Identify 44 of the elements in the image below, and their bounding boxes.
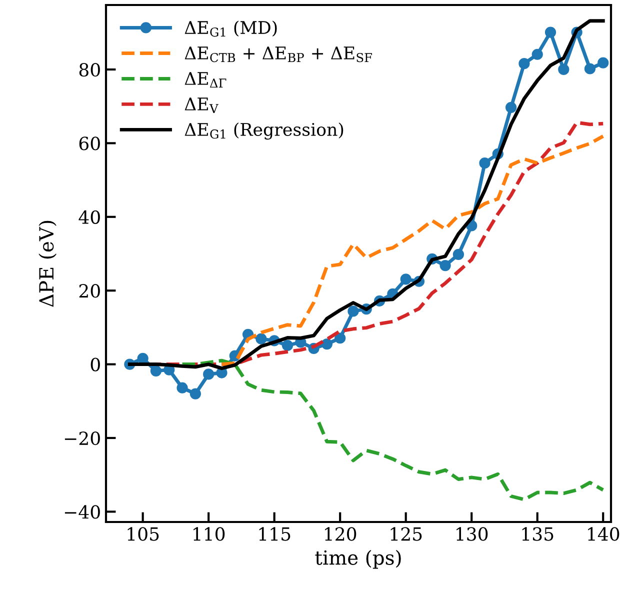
point <box>137 352 148 364</box>
point <box>348 306 359 317</box>
line-series <box>180 358 605 502</box>
x-tick-label: 135 <box>522 527 554 541</box>
legend-label: ΔE$_{ΔΓ}$ <box>184 72 226 88</box>
point <box>558 64 570 76</box>
x-axis-title: time (ps) <box>315 550 401 569</box>
y-tick-label: 60 <box>79 136 100 150</box>
point <box>176 382 188 394</box>
y-axis-title: ΔPE (eV) <box>38 220 56 307</box>
x-tick-label: 120 <box>325 527 356 541</box>
legend-label: ΔE$_{G1}$ (MD) <box>184 20 277 37</box>
point <box>321 338 332 350</box>
y-tick-label: 0 <box>90 358 100 372</box>
point <box>203 368 214 380</box>
x-tick-label: 140 <box>588 527 620 541</box>
point <box>190 388 201 400</box>
y-tick-label: 80 <box>79 62 100 77</box>
point <box>584 63 596 74</box>
point <box>479 158 490 169</box>
x-tick-label: 130 <box>456 527 488 541</box>
legend-label: ΔE$_{CTB}$ + ΔE$_{BP}$ + ΔE$_{SF}$ <box>184 46 372 62</box>
point <box>544 26 556 38</box>
y-tick-label: 20 <box>79 284 100 298</box>
x-tick-label: 125 <box>390 527 422 541</box>
point <box>400 274 412 285</box>
point <box>150 365 162 376</box>
point <box>598 57 609 68</box>
point <box>505 102 517 113</box>
point <box>334 332 346 344</box>
point <box>256 333 267 344</box>
x-tick-label: 115 <box>259 527 290 541</box>
point <box>518 58 530 70</box>
x-tick-label: 110 <box>194 527 225 541</box>
point <box>532 48 543 60</box>
y-tick-label: −20 <box>64 431 100 446</box>
point <box>452 248 464 260</box>
y-tick-label: −40 <box>64 505 100 519</box>
legend-label: ΔE$_{V}$ <box>184 98 218 113</box>
point <box>282 340 294 352</box>
legend-label: ΔE$_{G1}$ (Regression) <box>184 122 344 140</box>
x-tick-label: 105 <box>128 527 159 541</box>
y-tick-label: 40 <box>78 210 100 224</box>
point <box>440 260 451 272</box>
